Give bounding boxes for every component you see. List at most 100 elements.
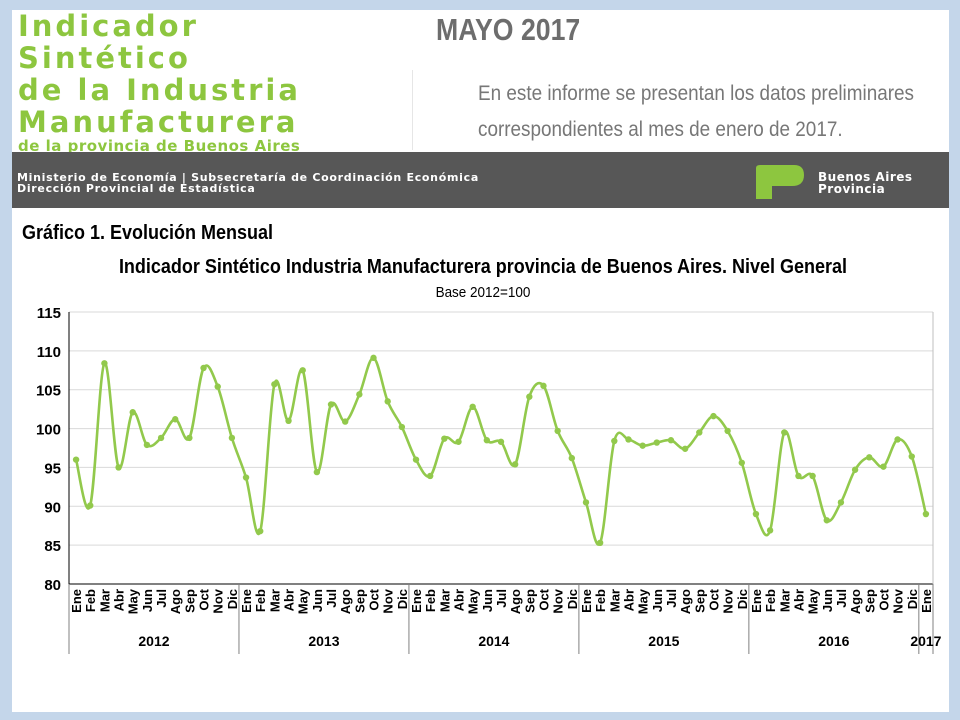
data-point	[101, 360, 108, 367]
x-tick-label: Feb	[423, 589, 438, 612]
intro-text-line-1: En este informe se presentan los datos p…	[478, 82, 914, 105]
x-tick-label: Nov	[891, 588, 906, 613]
x-tick-label: Jul	[324, 589, 339, 608]
x-tick-label: Jun	[480, 589, 495, 612]
y-tick-label: 90	[44, 499, 61, 516]
data-point	[299, 367, 306, 374]
data-point	[823, 517, 830, 524]
data-point	[894, 436, 901, 443]
x-tick-label: Oct	[367, 588, 382, 610]
monthly-evolution-chart: Indicador Sintético Industria Manufactur…	[36, 256, 942, 654]
data-point	[554, 427, 561, 435]
y-tick-label: 95	[44, 460, 61, 477]
x-tick-label: Abr	[791, 589, 806, 611]
data-point	[341, 418, 349, 425]
x-tick-label: Jul	[494, 589, 509, 608]
data-point	[228, 434, 236, 442]
chart-title: Indicador Sintético Industria Manufactur…	[119, 256, 847, 278]
report-page: Indicador Sintético de la Industria Manu…	[12, 10, 949, 712]
x-tick-label: Jul	[664, 589, 679, 608]
data-point	[271, 381, 278, 388]
data-point	[696, 429, 703, 436]
x-tick-label: Abr	[112, 589, 127, 611]
year-label: 2014	[478, 633, 509, 649]
ministry-line-2: Dirección Provincial de Estadística	[17, 182, 256, 195]
data-point	[752, 510, 760, 518]
x-tick-label: Nov	[721, 588, 736, 613]
series-line	[74, 356, 928, 546]
data-point	[356, 391, 363, 398]
data-point	[384, 398, 391, 405]
x-tick-label: May	[296, 588, 311, 614]
report-title-line-3: de la Industria	[18, 73, 301, 107]
data-point	[526, 393, 533, 400]
data-point	[285, 417, 292, 424]
report-title-line-4: Manufacturera	[18, 105, 299, 139]
data-point	[724, 427, 731, 435]
x-tick-label: Sep	[182, 589, 197, 613]
report-title-subline: de la provincia de Buenos Aires	[18, 137, 301, 155]
province-logo-line-2: Provincia	[818, 182, 886, 196]
data-point	[200, 364, 207, 372]
y-tick-label: 100	[36, 422, 61, 439]
data-point	[412, 456, 420, 463]
x-tick-label: Sep	[352, 589, 367, 613]
data-point	[441, 435, 448, 442]
x-tick-label: Abr	[282, 589, 297, 611]
data-point	[469, 403, 476, 411]
x-tick-label: Abr	[452, 589, 467, 611]
data-point	[880, 463, 887, 470]
x-tick-label: Jun	[140, 589, 155, 612]
year-label: 2012	[138, 633, 169, 649]
y-tick-label: 80	[44, 577, 61, 594]
x-tick-label: Dic	[225, 589, 240, 609]
data-point	[483, 437, 491, 444]
x-tick-label: Ago	[168, 589, 183, 614]
data-point	[511, 461, 519, 468]
ministry-band: Ministerio de Economía | Subsecretaría d…	[12, 152, 949, 208]
data-point	[214, 383, 221, 390]
x-tick-label: May	[806, 588, 821, 614]
x-tick-label: Oct	[876, 588, 891, 610]
x-tick-label: Oct	[706, 588, 721, 610]
x-tick-label: Sep	[862, 589, 877, 613]
data-point	[87, 502, 94, 509]
x-tick-label: Ago	[508, 589, 523, 614]
x-tick-label: Mar	[267, 589, 282, 612]
x-tick-label: Ago	[338, 589, 353, 614]
x-tick-label: Dic	[565, 589, 580, 609]
buenos-aires-logo-icon	[756, 165, 804, 199]
x-tick-label: Mar	[777, 589, 792, 612]
data-point	[766, 527, 774, 534]
data-points	[72, 354, 930, 547]
y-axis-ticks: 80 85 90 95 100 105 110 115	[36, 305, 61, 594]
data-point	[667, 437, 675, 444]
data-point	[681, 445, 689, 452]
data-point	[611, 437, 618, 445]
year-label: 2015	[648, 633, 679, 649]
x-tick-label: Dic	[905, 589, 920, 609]
x-tick-label: Oct	[536, 588, 551, 610]
x-tick-label: Feb	[593, 589, 608, 612]
data-point	[582, 499, 590, 506]
x-tick-label: Mar	[437, 589, 452, 612]
x-tick-label: Sep	[522, 589, 537, 613]
y-tick-label: 115	[37, 305, 61, 322]
data-point	[908, 453, 915, 460]
data-point	[426, 472, 434, 480]
x-tick-label: Dic	[395, 589, 410, 609]
y-tick-label: 105	[36, 383, 61, 400]
x-tick-label: Nov	[381, 588, 396, 613]
x-tick-label: Sep	[692, 589, 707, 613]
data-point	[398, 423, 406, 431]
x-axis-year-labels: 2012 2013 2014 2015 2016 2017	[138, 633, 941, 649]
x-tick-label: Mar	[97, 589, 112, 612]
y-tick-label: 110	[37, 344, 61, 361]
year-label: 2013	[308, 633, 339, 649]
report-title-line-1: Indicador	[18, 10, 199, 43]
x-tick-label: Ene	[69, 589, 84, 613]
report-title: Indicador Sintético de la Industria Manu…	[18, 10, 438, 155]
data-point	[327, 401, 335, 408]
data-point	[710, 412, 717, 420]
data-point	[186, 434, 193, 442]
